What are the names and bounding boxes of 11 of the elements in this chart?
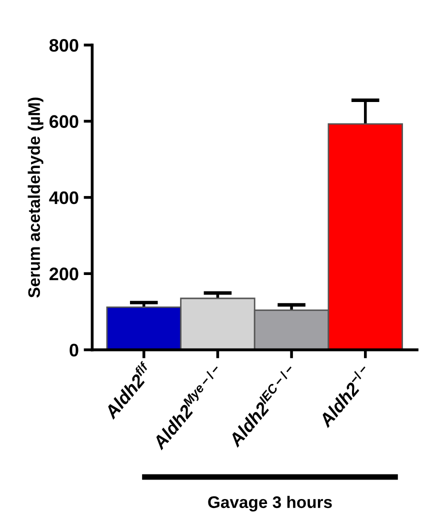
x-axis-title: Gavage 3 hours bbox=[208, 496, 332, 512]
y-tick-label: 400 bbox=[49, 191, 78, 204]
x-tick-label: Aldh2$^{Mye−/−}$ bbox=[149, 364, 226, 450]
y-tick-label: 200 bbox=[50, 268, 78, 280]
y-tick-label: 0 bbox=[70, 344, 78, 357]
x-tick-label: Aldh2$^{IEC−/−}$ bbox=[225, 364, 300, 448]
y-axis-title: Serum acetaldehyde (µM) bbox=[28, 98, 44, 298]
x-tick-label: Aldh2$^{f/f}$ bbox=[104, 360, 150, 420]
y-tick-label: 800 bbox=[49, 38, 78, 52]
y-tick-label: 600 bbox=[50, 115, 78, 128]
x-tick-label: Aldh2$^{−/−}$ bbox=[316, 364, 374, 428]
